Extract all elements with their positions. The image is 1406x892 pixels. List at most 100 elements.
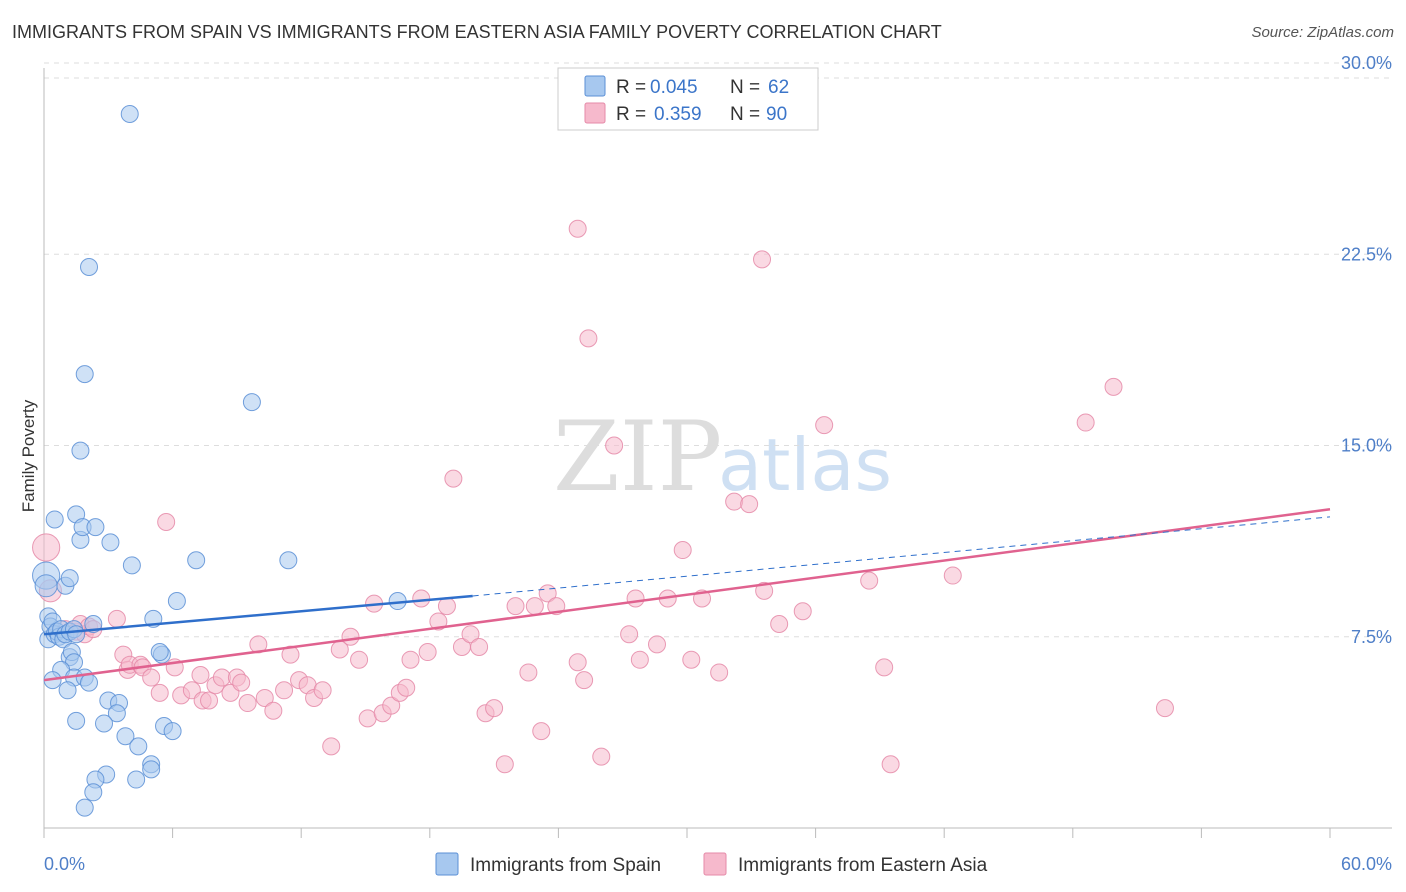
spain-point <box>80 673 99 692</box>
watermark-zip: ZIP <box>553 401 722 513</box>
eastern-asia-point <box>568 219 587 238</box>
eastern-asia-point <box>142 668 161 687</box>
eastern-asia-point <box>519 663 538 682</box>
eastern-asia-point <box>191 666 210 684</box>
spain-point <box>67 711 86 730</box>
spain-point <box>150 643 169 662</box>
eastern-asia-point <box>525 597 544 616</box>
y-axis-tick-labels: 7.5% 15.0% 22.5% 30.0% <box>1341 53 1392 647</box>
spain-point <box>45 510 64 529</box>
spain-point <box>107 704 126 723</box>
eastern-asia-point <box>860 571 879 590</box>
spain-point <box>127 770 146 789</box>
y-tick-label: 30.0% <box>1341 53 1392 73</box>
spain-point <box>142 760 161 779</box>
eastern-asia-point <box>626 589 645 608</box>
eastern-asia-point <box>313 681 332 700</box>
eastern-asia-point <box>429 612 448 631</box>
spain-point <box>163 722 182 741</box>
legend-swatch-eastern-asia <box>584 102 606 124</box>
eastern-asia-point <box>943 566 962 585</box>
spain-point <box>75 798 94 817</box>
eastern-asia-point <box>682 650 701 669</box>
eastern-asia-point <box>397 678 416 697</box>
spain-point <box>101 533 120 552</box>
eastern-asia-point <box>725 492 744 511</box>
spain-point <box>242 393 261 412</box>
legend-swatch-spain <box>584 75 606 97</box>
trend-line-eastern-asia <box>43 508 1331 682</box>
spain-point <box>60 569 79 588</box>
eastern-asia-point <box>753 250 772 269</box>
spain-point <box>84 783 103 802</box>
eastern-asia-point <box>232 673 251 692</box>
y-tick-label: 15.0% <box>1341 436 1392 456</box>
spain-point <box>187 551 206 570</box>
spain-point <box>129 737 148 756</box>
eastern-asia-point <box>401 650 420 669</box>
eastern-asia-point <box>470 637 489 656</box>
eastern-asia-point <box>793 602 812 621</box>
legend-n-value-eastern-asia: 90 <box>766 104 787 125</box>
series-legend-swatch-eastern-asia <box>703 852 727 876</box>
eastern-asia-point <box>200 691 219 710</box>
eastern-asia-point <box>568 653 587 672</box>
eastern-asia-point <box>358 709 377 728</box>
eastern-asia-point <box>673 541 692 560</box>
eastern-asia-point <box>32 533 61 562</box>
watermark: ZIP atlas <box>553 401 892 513</box>
spain-point <box>67 625 86 644</box>
eastern-asia-point <box>1076 413 1095 432</box>
eastern-asia-point <box>881 755 900 774</box>
eastern-asia-point <box>506 597 525 616</box>
legend-n-label-spain: N = <box>730 77 760 98</box>
eastern-asia-point <box>444 469 463 488</box>
trend-line-spain-extension <box>472 516 1331 597</box>
eastern-asia-point <box>575 671 594 690</box>
y-tick-label: 22.5% <box>1341 244 1392 264</box>
eastern-asia-point <box>238 694 257 713</box>
eastern-asia-point <box>740 495 759 514</box>
watermark-atlas: atlas <box>718 423 892 507</box>
series-legend: Immigrants from Spain Immigrants from Ea… <box>435 852 988 876</box>
source-credit: Source: ZipAtlas.com <box>1251 24 1394 41</box>
eastern-asia-point <box>1155 699 1174 718</box>
eastern-asia-point <box>875 658 894 677</box>
spain-point <box>122 556 141 575</box>
eastern-asia-point <box>249 635 268 654</box>
trend-line-spain <box>43 594 473 636</box>
trend-lines <box>43 508 1331 682</box>
series-eastern-asia-points <box>32 219 1174 774</box>
eastern-asia-point <box>495 755 514 774</box>
eastern-asia-point <box>815 416 834 435</box>
eastern-asia-point <box>157 513 176 531</box>
chart-title: IMMIGRANTS FROM SPAIN VS IMMIGRANTS FROM… <box>12 22 942 42</box>
eastern-asia-point <box>605 436 624 455</box>
spain-point <box>95 714 114 733</box>
eastern-asia-point <box>275 681 294 700</box>
eastern-asia-point <box>322 737 341 756</box>
eastern-asia-point <box>350 650 369 669</box>
spain-point <box>75 365 94 384</box>
series-legend-label-spain: Immigrants from Spain <box>470 855 661 876</box>
eastern-asia-point <box>630 650 649 669</box>
spain-point <box>279 551 298 570</box>
gridlines <box>44 62 1392 638</box>
spain-point <box>80 258 99 276</box>
spain-point <box>86 518 105 537</box>
legend-r-label-spain: R = <box>616 77 646 98</box>
y-axis-label: Family Poverty <box>19 399 38 512</box>
legend-r-label-eastern-asia: R = <box>616 104 646 125</box>
eastern-asia-point <box>341 627 360 646</box>
series-legend-label-eastern-asia: Immigrants from Eastern Asia <box>738 855 988 876</box>
eastern-asia-point <box>620 625 639 644</box>
legend-n-value-spain: 62 <box>768 77 789 98</box>
eastern-asia-point <box>255 688 274 707</box>
eastern-asia-point <box>212 668 231 687</box>
eastern-asia-point <box>647 635 666 654</box>
spain-point <box>58 681 77 700</box>
eastern-asia-point <box>150 683 169 702</box>
eastern-asia-point <box>710 663 729 682</box>
legend-n-label-eastern-asia: N = <box>730 104 760 125</box>
eastern-asia-point <box>485 699 504 718</box>
